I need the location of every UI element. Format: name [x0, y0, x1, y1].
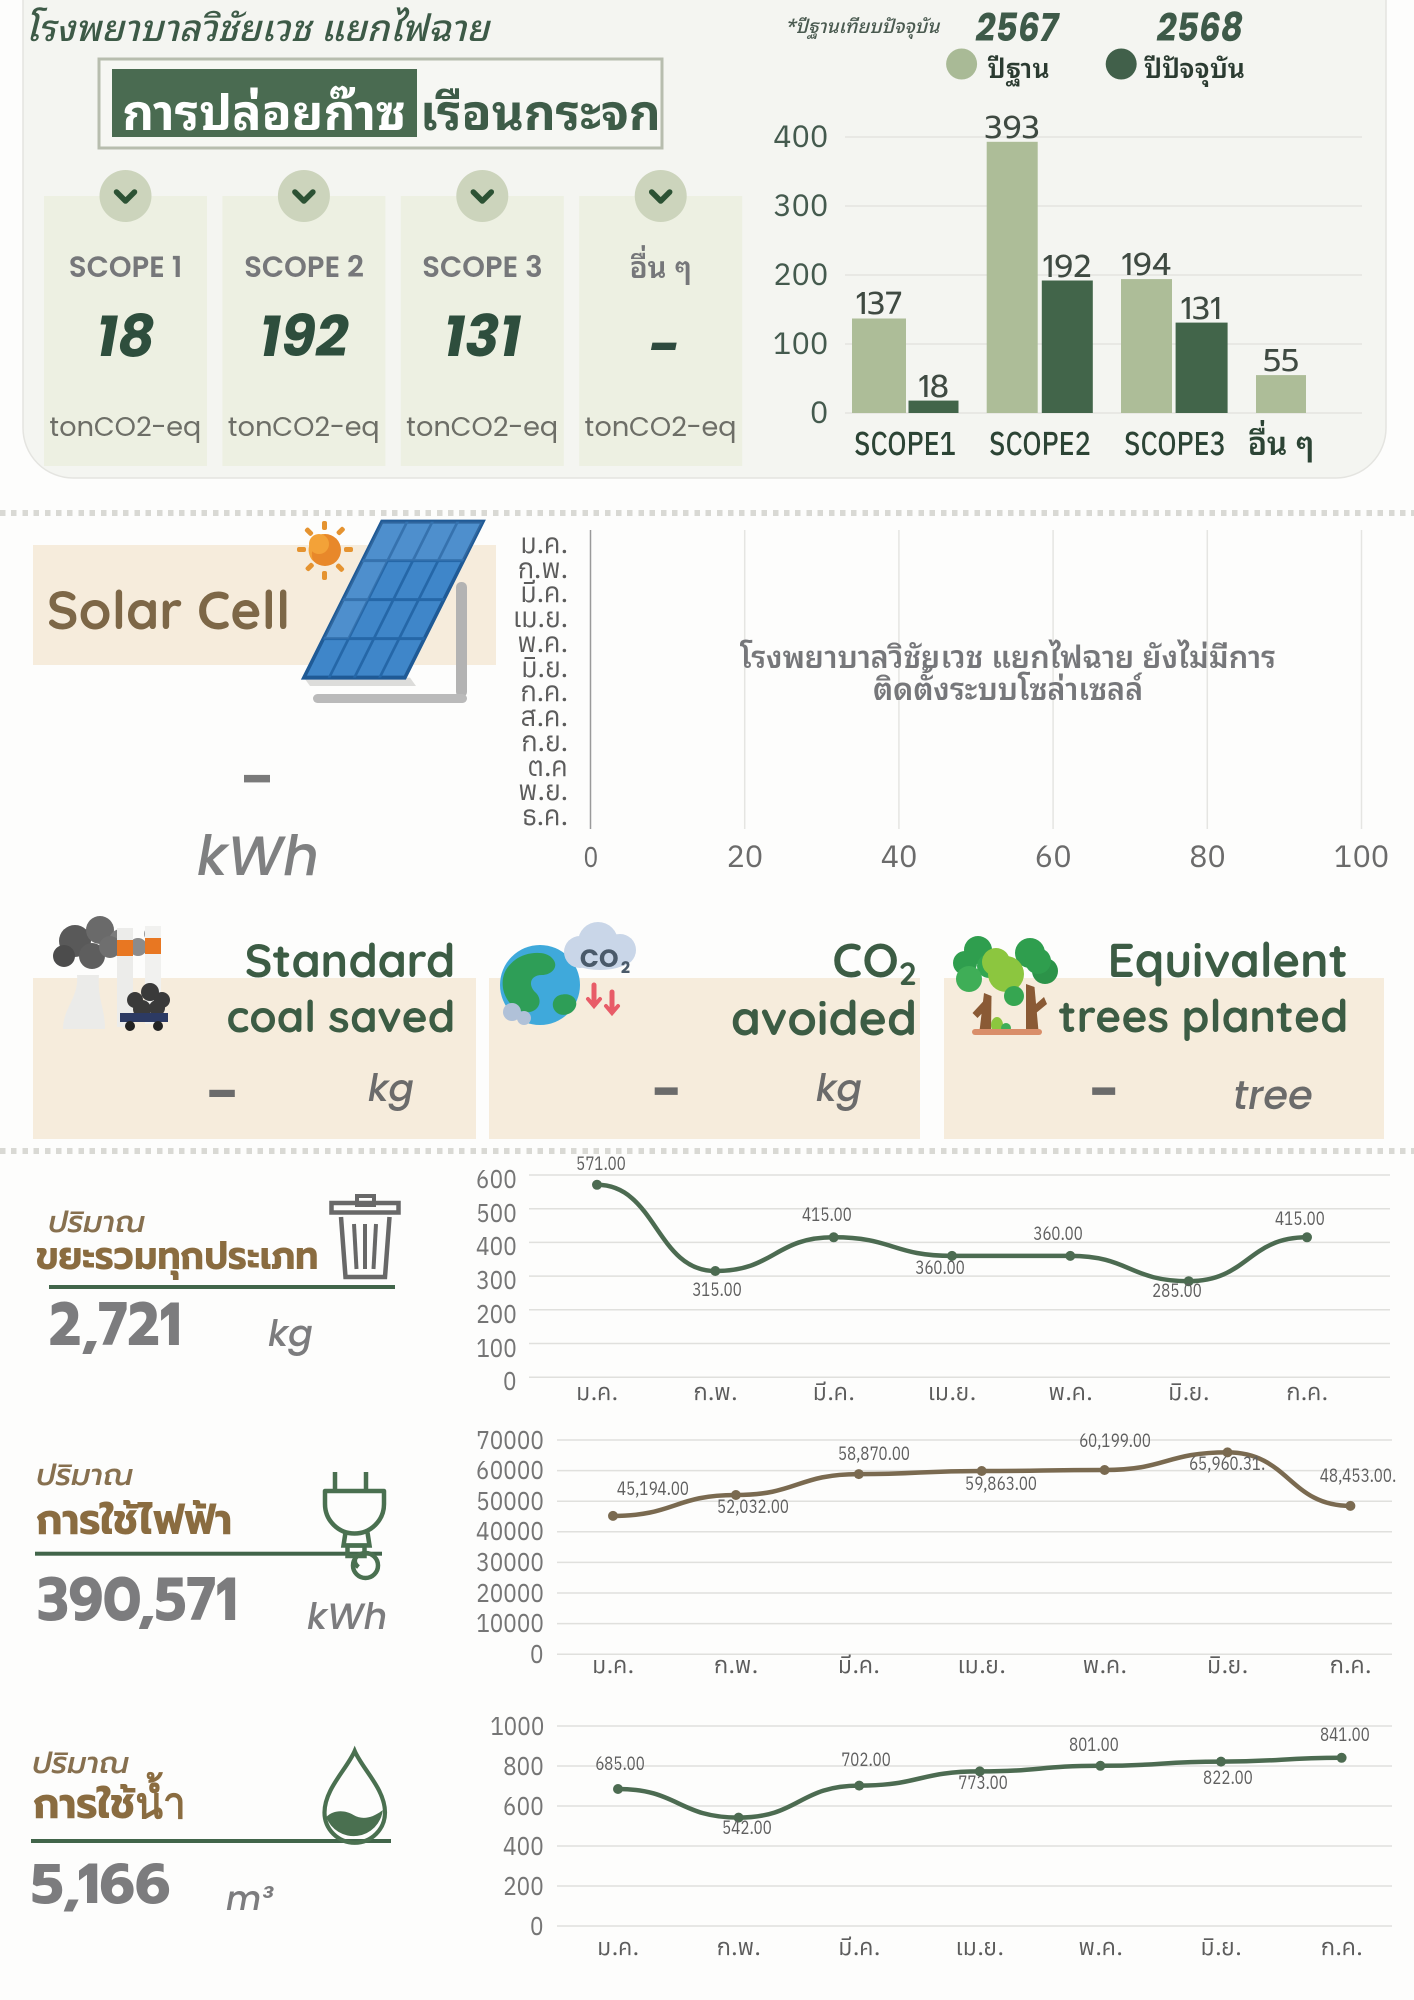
svg-text:CO: CO — [580, 941, 619, 976]
svg-text:2: 2 — [621, 956, 630, 979]
